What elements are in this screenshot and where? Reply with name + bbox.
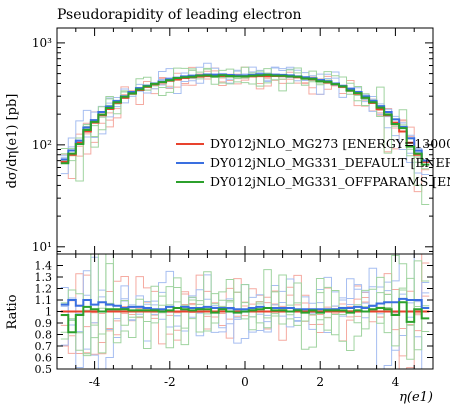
variation-line [60,68,430,170]
y-tick-label: 10¹ [32,240,52,254]
main-y-axis-label: dσ/dη(e1) [pb] [5,94,20,189]
ratio-y-tick-label: 0.9 [35,317,53,330]
ratio-y-tick-label: 0.7 [35,340,53,353]
variation-line [60,66,430,206]
ratio-variation-line [60,254,423,369]
ratio-series-line [60,297,430,311]
ratio-y-tick-label: 0.6 [35,352,53,365]
x-tick-label: 2 [316,375,324,389]
ratio-y-tick-label: 1.4 [35,260,53,273]
main-plot-area [60,62,430,206]
ratio-y-axis-label: Ratio [5,294,20,329]
ratio-y-tick-label: 0.8 [35,329,53,342]
ratio-y-tick-label: 1.1 [35,294,53,307]
y-tick-label: 10² [32,138,52,152]
legend-label: DY012jNLO_MG331_OFFPARAMS [ENERGY=13000] [210,174,450,189]
ratio-y-tick-label: 1.2 [35,283,53,296]
ratio-variation-line [60,289,430,334]
y-tick-label: 10³ [32,36,52,50]
variation-line [60,70,430,171]
x-axis: -4 -2 0 2 4 [56,28,434,389]
legend: DY012jNLO_MG273 [ENERGY=13000] DY012jNLO_… [176,136,450,189]
legend-label: DY012jNLO_MG273 [ENERGY=13000] [210,136,450,151]
ratio-y-tick-label: 0.5 [35,363,53,376]
ratio-variation-line [60,262,430,357]
chart-title: Pseudorapidity of leading electron [57,7,302,23]
x-axis-label: η(e1) [399,390,433,405]
ratio-variation-line [60,256,430,351]
variation-line [60,66,430,193]
series-line [60,73,430,166]
ratio-y-axis: 0.50.60.70.80.911.11.21.31.4 [35,260,433,376]
ratio-variation-line [60,254,430,360]
ratio-variation-line [60,290,430,329]
ratio-y-tick-label: 1 [45,306,52,319]
x-tick-label: -2 [164,375,176,389]
legend-label: DY012jNLO_MG331_DEFAULT [ENERGY=13000] [210,155,450,170]
main-y-axis: 10¹ 10² 10³ [32,36,433,254]
ratio-plot-area [60,254,430,369]
variation-line [60,62,430,176]
ratio-variation-line [60,263,430,355]
x-tick-label: 4 [392,375,400,389]
x-tick-label: -4 [89,375,101,389]
ratio-series-line [60,301,430,334]
ratio-y-tick-label: 1.3 [35,271,53,284]
x-tick-label: 0 [241,375,249,389]
